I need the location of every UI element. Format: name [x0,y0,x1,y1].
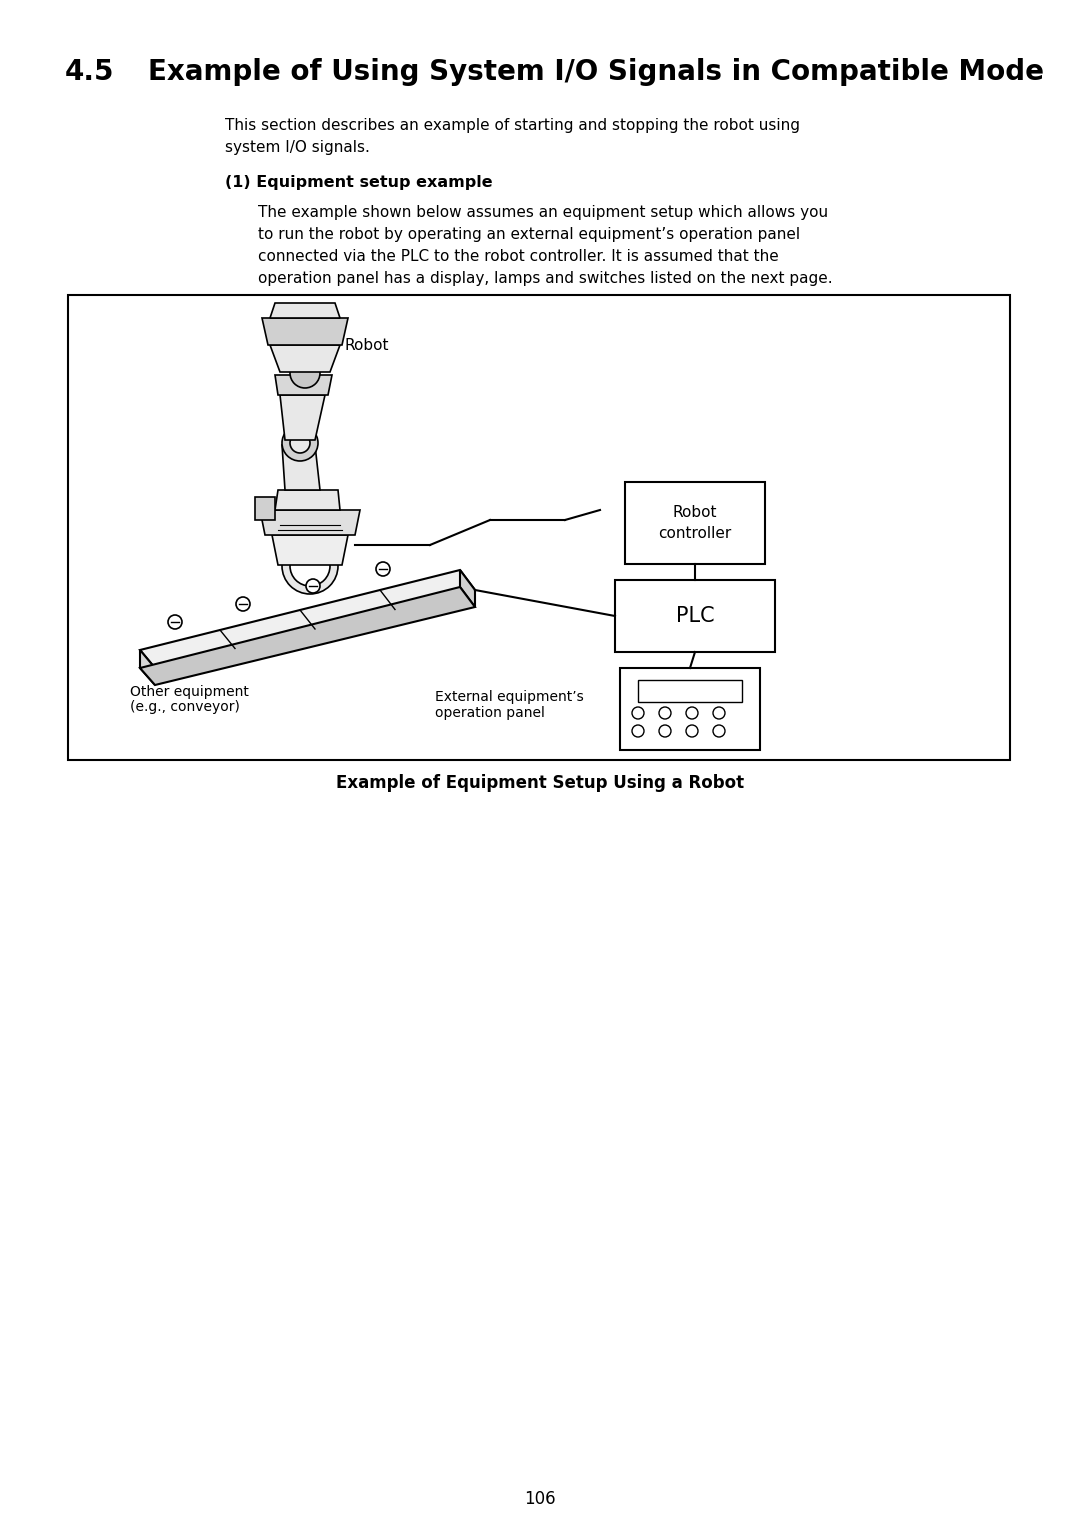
Text: Other equipment: Other equipment [130,685,248,698]
Text: operation panel has a display, lamps and switches listed on the next page.: operation panel has a display, lamps and… [258,270,833,286]
Circle shape [632,724,644,736]
Polygon shape [275,490,340,510]
Circle shape [713,707,725,720]
Circle shape [659,707,671,720]
Circle shape [282,425,318,461]
Text: Example of Using System I/O Signals in Compatible Mode: Example of Using System I/O Signals in C… [148,58,1044,86]
Circle shape [291,432,310,452]
Polygon shape [270,303,340,318]
Polygon shape [140,570,475,668]
Text: 106: 106 [524,1490,556,1508]
Circle shape [282,538,338,594]
Polygon shape [260,510,360,535]
Text: PLC: PLC [676,607,714,626]
Text: The example shown below assumes an equipment setup which allows you: The example shown below assumes an equip… [258,205,828,220]
Text: Robot: Robot [345,338,390,353]
Circle shape [291,358,320,388]
Text: operation panel: operation panel [435,706,545,720]
Polygon shape [280,396,325,440]
Polygon shape [270,345,340,371]
Circle shape [713,724,725,736]
Circle shape [237,597,249,611]
Circle shape [659,724,671,736]
Bar [615,581,775,652]
Text: This section describes an example of starting and stopping the robot using: This section describes an example of sta… [225,118,800,133]
Bar [625,481,765,564]
Text: system I/O signals.: system I/O signals. [225,141,369,154]
Text: (1) Equipment setup example: (1) Equipment setup example [225,176,492,189]
Circle shape [376,562,390,576]
Circle shape [306,579,320,593]
Polygon shape [140,649,156,685]
Text: Robot
controller: Robot controller [659,504,731,541]
Text: External equipment’s: External equipment’s [435,691,584,704]
Text: 4.5: 4.5 [65,58,114,86]
Bar [638,680,742,701]
Circle shape [168,614,183,630]
Circle shape [686,724,698,736]
Bar [68,295,1010,759]
Polygon shape [272,535,348,565]
Circle shape [291,545,330,587]
Bar [620,668,760,750]
Polygon shape [140,587,475,685]
Circle shape [632,707,644,720]
Polygon shape [255,497,275,520]
Polygon shape [282,445,320,490]
Polygon shape [460,570,475,607]
Polygon shape [275,374,332,396]
Polygon shape [262,318,348,345]
Text: (e.g., conveyor): (e.g., conveyor) [130,700,240,714]
Text: connected via the PLC to the robot controller. It is assumed that the: connected via the PLC to the robot contr… [258,249,779,264]
Text: Example of Equipment Setup Using a Robot: Example of Equipment Setup Using a Robot [336,775,744,792]
Circle shape [686,707,698,720]
Text: to run the robot by operating an external equipment’s operation panel: to run the robot by operating an externa… [258,228,800,241]
